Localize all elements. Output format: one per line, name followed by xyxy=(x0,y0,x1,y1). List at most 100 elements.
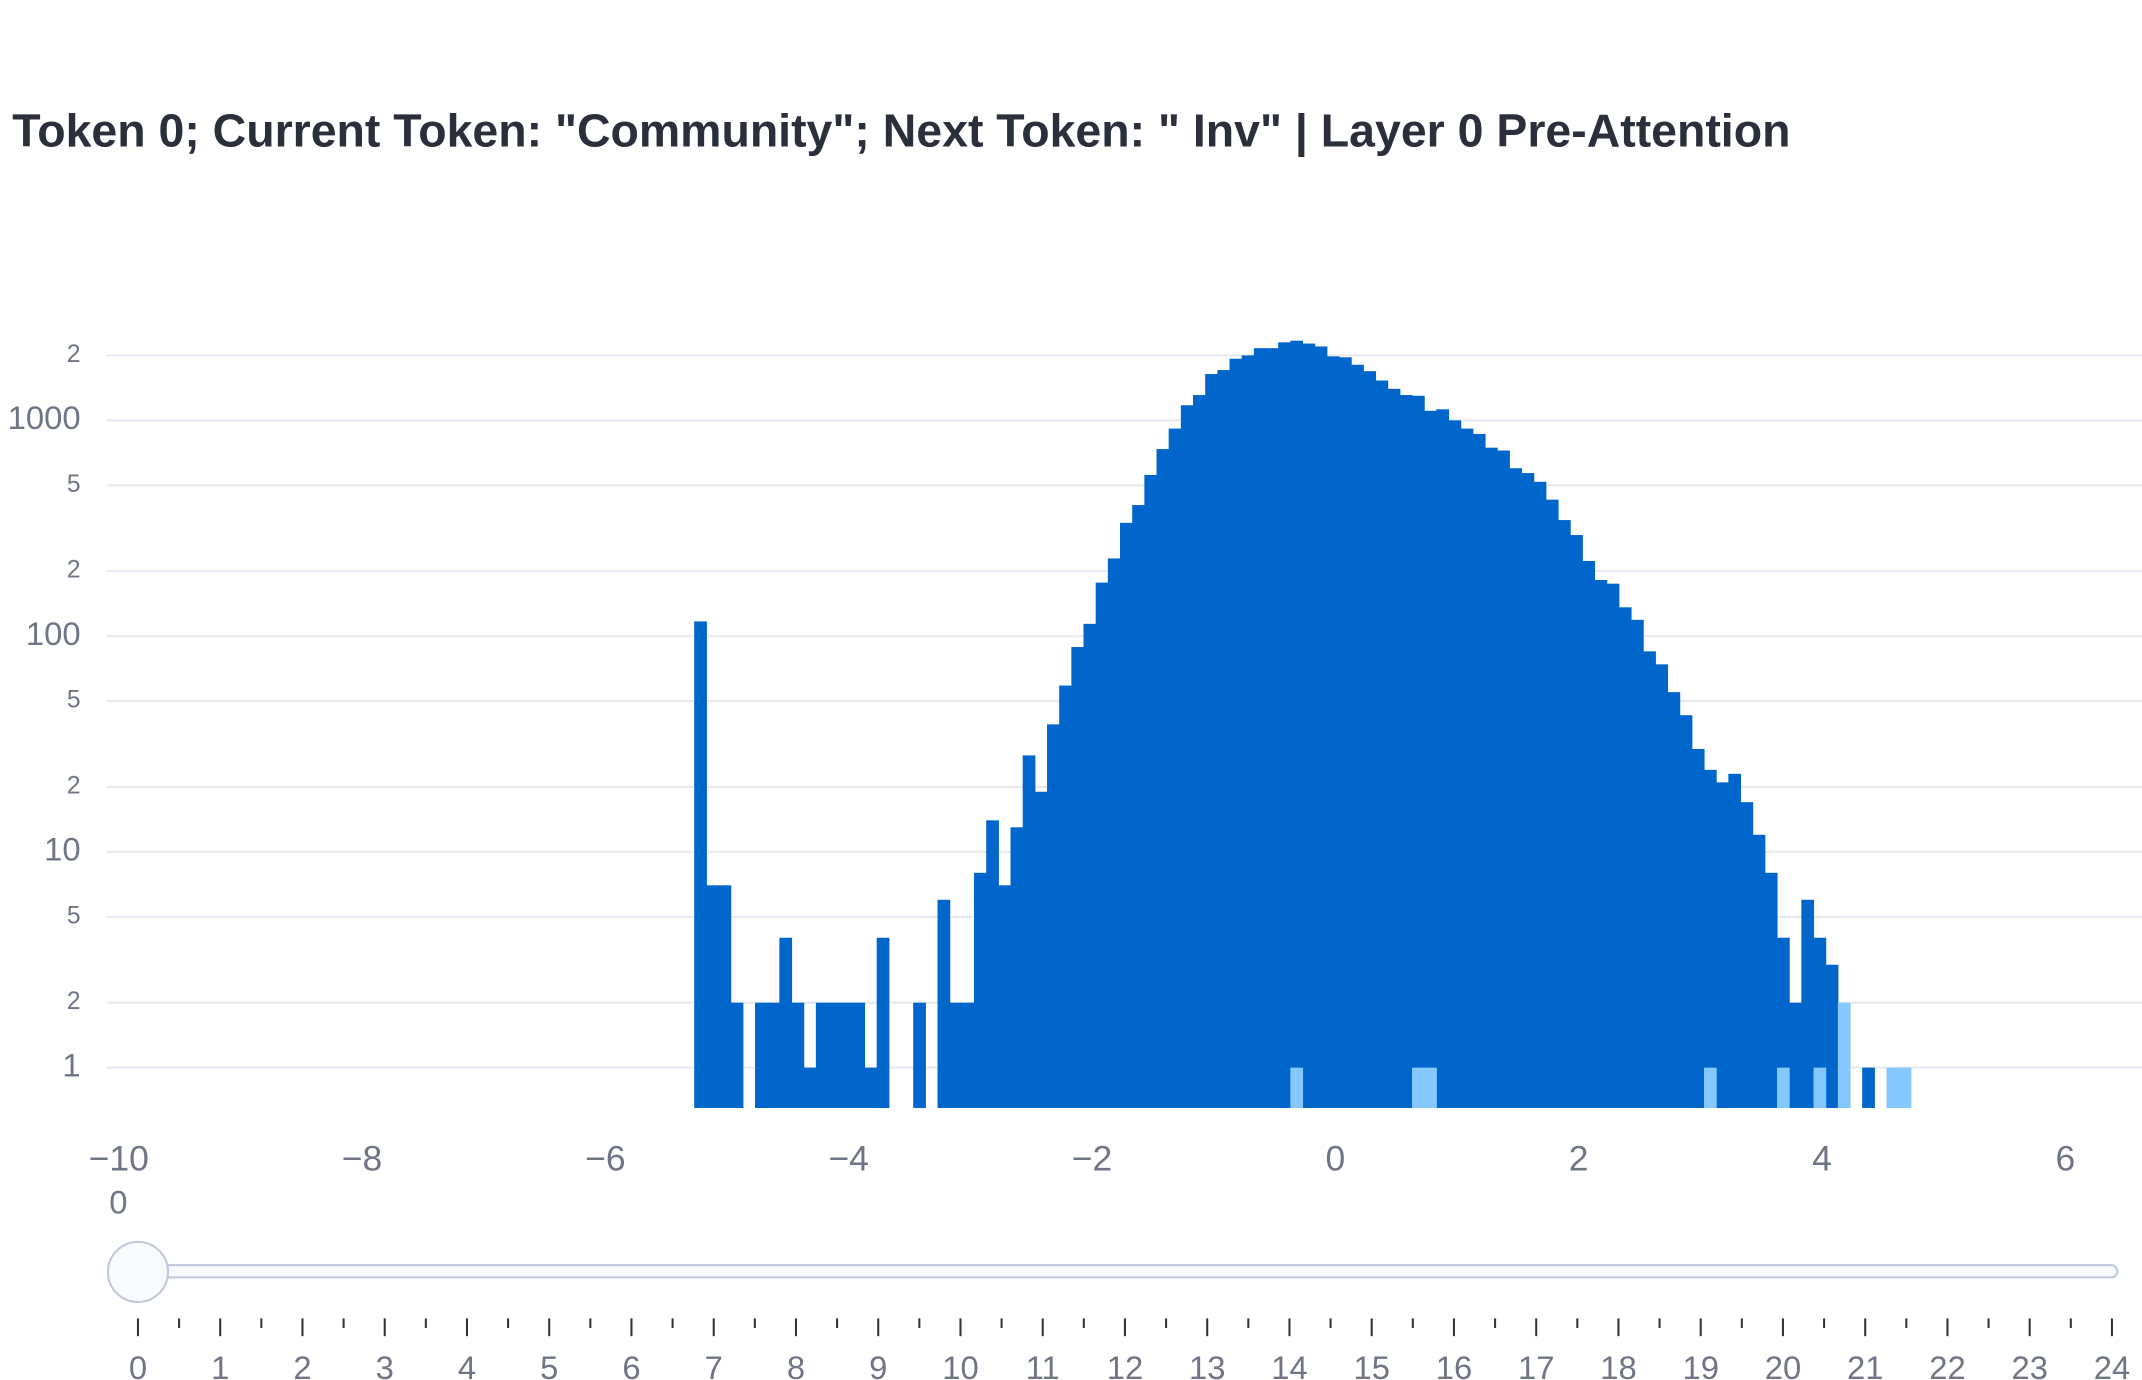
bar xyxy=(1570,535,1583,1109)
y-tick-label: 2 xyxy=(67,341,81,368)
bar xyxy=(1193,395,1206,1109)
bar xyxy=(767,1002,780,1109)
slider-step-label[interactable]: 24 xyxy=(2094,1349,2130,1380)
x-tick-label: 0 xyxy=(1325,1139,1345,1179)
bar xyxy=(1789,1002,1802,1109)
slider-step-label[interactable]: 10 xyxy=(942,1349,978,1380)
bar xyxy=(1643,651,1656,1109)
bar xyxy=(1777,1067,1790,1109)
y-tick-label: 2 xyxy=(67,772,81,799)
slider-step-label[interactable]: 23 xyxy=(2011,1349,2047,1380)
bar xyxy=(1180,405,1194,1109)
bar xyxy=(803,1067,817,1109)
bar xyxy=(1509,468,1523,1109)
slider-step-label[interactable]: 16 xyxy=(1436,1349,1472,1380)
bar xyxy=(1095,582,1109,1109)
bar xyxy=(1132,505,1145,1109)
bar xyxy=(1351,364,1364,1109)
x-tick-label: 4 xyxy=(1812,1139,1832,1179)
slider-step-label[interactable]: 19 xyxy=(1682,1349,1718,1380)
bar xyxy=(1083,623,1097,1109)
bar xyxy=(1290,1067,1304,1109)
bar xyxy=(1010,827,1024,1109)
bar xyxy=(791,1002,805,1109)
bar xyxy=(1448,420,1462,1109)
x-tick-label: −4 xyxy=(828,1139,868,1179)
slider-step-label[interactable]: 6 xyxy=(622,1349,640,1380)
bar xyxy=(1302,343,1316,1109)
x-tick-label: 6 xyxy=(2055,1139,2075,1179)
slider-step-label[interactable]: 12 xyxy=(1107,1349,1143,1380)
bar xyxy=(1886,1067,1900,1109)
slider-step-label[interactable]: 14 xyxy=(1271,1349,1307,1380)
bar xyxy=(1326,356,1340,1109)
bar xyxy=(1655,664,1669,1109)
bar xyxy=(864,1067,878,1109)
x-tick-label: −10 xyxy=(89,1139,149,1179)
slider-step-label[interactable]: 17 xyxy=(1518,1349,1554,1380)
slider-handle[interactable] xyxy=(106,1240,170,1304)
slider-step-label[interactable]: 2 xyxy=(293,1349,311,1380)
bar xyxy=(1168,428,1182,1109)
bar xyxy=(1813,937,1827,1109)
slider-step-label[interactable]: 1 xyxy=(211,1349,229,1380)
x-tick-label: −6 xyxy=(585,1139,625,1179)
bar xyxy=(1424,410,1437,1109)
slider-step-label[interactable]: 8 xyxy=(787,1349,805,1380)
bar xyxy=(1813,1067,1827,1109)
bar xyxy=(1144,475,1158,1109)
bar xyxy=(1582,560,1596,1109)
bar xyxy=(974,872,987,1109)
slider-step-label[interactable]: 3 xyxy=(376,1349,394,1380)
bar xyxy=(1679,715,1693,1109)
bar xyxy=(718,885,732,1109)
slider-step-label[interactable]: 4 xyxy=(458,1349,476,1380)
bar xyxy=(852,1002,866,1109)
bar xyxy=(1022,755,1036,1109)
y-tick-label: 100 xyxy=(26,615,81,652)
slider-track[interactable] xyxy=(108,1264,2119,1279)
chart-title: Token 0; Current Token: "Community"; Nex… xyxy=(12,104,1790,156)
slider-step-label[interactable]: 22 xyxy=(1929,1349,1965,1380)
bar xyxy=(1472,433,1486,1109)
bar xyxy=(1460,428,1474,1109)
slider-step-label[interactable]: 7 xyxy=(705,1349,723,1380)
bar xyxy=(1837,1002,1851,1109)
slider-step-label[interactable]: 13 xyxy=(1189,1349,1225,1380)
bar xyxy=(1059,685,1072,1109)
slider-current-value: 0 xyxy=(109,1184,127,1221)
bar xyxy=(828,1002,841,1109)
bar xyxy=(1716,782,1729,1109)
slider-step-label[interactable]: 9 xyxy=(869,1349,887,1380)
y-tick-label: 1000 xyxy=(8,399,81,436)
bar xyxy=(998,885,1012,1109)
bar xyxy=(1728,773,1742,1109)
bar xyxy=(1399,395,1413,1109)
x-tick-label: −8 xyxy=(342,1139,382,1179)
x-tick-label: −2 xyxy=(1072,1139,1112,1179)
bar xyxy=(1704,769,1717,1109)
bar xyxy=(1497,450,1510,1109)
bar xyxy=(1387,388,1401,1109)
slider-step-label[interactable]: 18 xyxy=(1600,1349,1636,1380)
bar xyxy=(815,1002,829,1109)
bar xyxy=(1229,358,1243,1109)
bar xyxy=(1047,724,1060,1109)
bar xyxy=(1825,964,1839,1109)
bar xyxy=(706,885,720,1109)
slider-step-label[interactable]: 5 xyxy=(540,1349,558,1380)
bar xyxy=(1764,872,1778,1109)
bar xyxy=(1801,899,1815,1109)
bar xyxy=(840,1002,853,1109)
slider-step-label[interactable]: 21 xyxy=(1847,1349,1883,1380)
bar xyxy=(1631,619,1644,1109)
bar xyxy=(1740,802,1754,1109)
slider-step-label[interactable]: 15 xyxy=(1353,1349,1389,1380)
y-tick-label: 10 xyxy=(44,831,80,868)
bar xyxy=(1034,791,1048,1109)
bar xyxy=(1107,558,1121,1109)
slider-step-label[interactable]: 0 xyxy=(129,1349,147,1380)
slider-step-label[interactable]: 20 xyxy=(1765,1349,1801,1380)
bar xyxy=(1314,346,1328,1109)
slider-step-label[interactable]: 11 xyxy=(1026,1349,1060,1380)
